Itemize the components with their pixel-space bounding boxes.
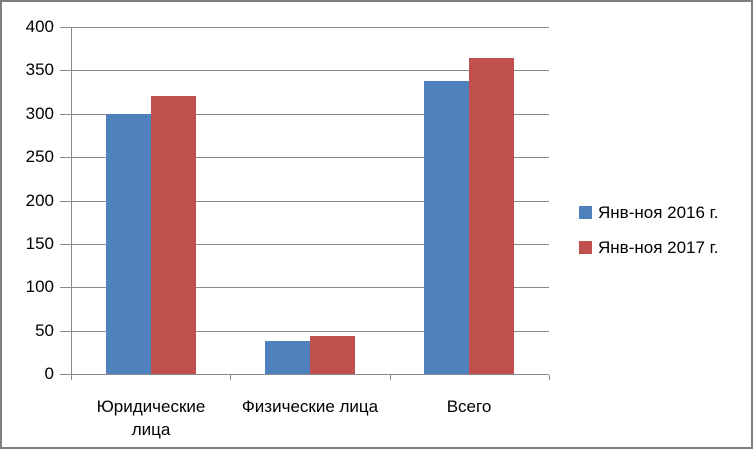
x-axis-tick: [390, 375, 391, 380]
x-axis-tick: [230, 375, 231, 380]
gridline: [71, 114, 549, 115]
x-axis-tick: [549, 375, 550, 380]
gridline: [71, 27, 549, 28]
y-axis-tick-label: 350: [25, 60, 54, 79]
y-axis-tick-label: 100: [25, 277, 54, 296]
legend-swatch: [579, 206, 592, 219]
bar: [469, 58, 514, 374]
legend-label: Янв-ноя 2016 г.: [598, 203, 719, 222]
y-axis-tick-label: 150: [25, 234, 54, 253]
y-axis-tick-label: 50: [35, 321, 54, 340]
legend-label: Янв-ноя 2017 г.: [598, 238, 719, 257]
bar: [151, 96, 196, 374]
y-axis-tick: [60, 27, 71, 28]
category-label: Юридические лица: [96, 397, 206, 439]
y-axis-tick: [60, 331, 71, 332]
gridline: [71, 201, 549, 202]
gridline: [71, 331, 549, 332]
y-axis-tick-label: 300: [25, 104, 54, 123]
y-axis-tick: [60, 374, 71, 375]
gridline: [71, 70, 549, 71]
y-axis-tick: [60, 201, 71, 202]
legend-item: Янв-ноя 2016 г.: [579, 204, 719, 221]
y-axis-tick-label: 0: [44, 364, 54, 383]
category-label: Физические лица: [241, 397, 379, 416]
legend-swatch: [579, 241, 592, 254]
bar: [424, 81, 469, 374]
gridline: [71, 244, 549, 245]
y-axis-tick: [60, 114, 71, 115]
y-axis-tick: [60, 244, 71, 245]
y-axis-tick-label: 250: [25, 147, 54, 166]
legend-item: Янв-ноя 2017 г.: [579, 239, 719, 256]
bar: [106, 114, 151, 374]
bar: [265, 341, 310, 374]
y-axis-tick-label: 200: [25, 191, 54, 210]
x-axis-tick: [71, 375, 72, 380]
y-axis-tick: [60, 287, 71, 288]
gridline: [71, 157, 549, 158]
y-axis-tick-label: 400: [25, 17, 54, 36]
category-label: Всего: [446, 397, 492, 416]
gridline: [71, 287, 549, 288]
y-axis-tick: [60, 157, 71, 158]
bar: [310, 336, 355, 374]
y-axis-tick: [60, 70, 71, 71]
gridline: [71, 374, 549, 375]
y-axis: [71, 27, 72, 375]
